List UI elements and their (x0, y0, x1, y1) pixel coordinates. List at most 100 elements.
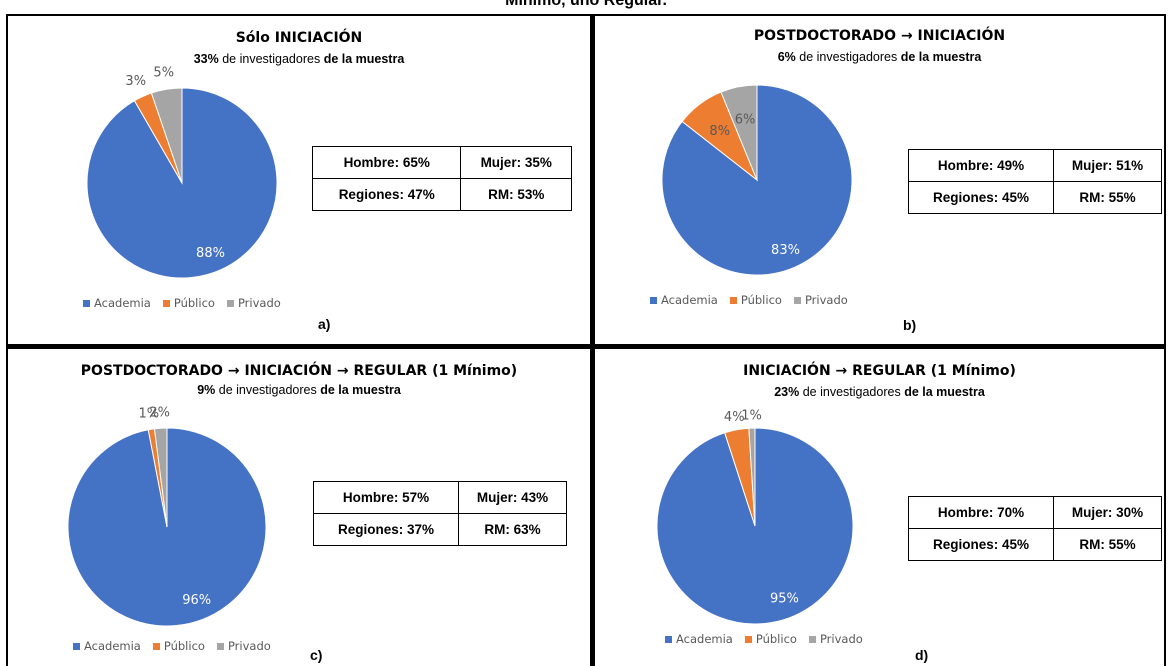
subtitle-emphasis: de la muestra (904, 385, 985, 399)
panel-d: INICIACIÓN → REGULAR (1 Mínimo) 23% de i… (595, 349, 1164, 666)
slice-label-publico: 4% (724, 410, 745, 425)
panel-b: POSTDOCTORADO → INICIACIÓN 6% de investi… (595, 16, 1164, 344)
pie-slice-privado (150, 87, 183, 184)
panel-letter: d) (915, 647, 929, 663)
legend-label: Academia (661, 293, 718, 307)
stat-rm: RM: 53% (460, 178, 572, 211)
slice-label-publico: 8% (709, 124, 730, 139)
legend-label: Academia (94, 296, 151, 310)
legend-item-academia: Academia (665, 632, 733, 646)
grid-divider-vertical (590, 14, 595, 666)
legend-swatch (665, 635, 672, 643)
legend-item-privado: Privado (216, 639, 271, 653)
legend-label: Público (755, 632, 797, 646)
stat-mujer: Mujer: 51% (1052, 149, 1163, 182)
subtitle-percentage: 9% (197, 383, 216, 397)
panel-letter: a) (318, 316, 331, 332)
legend-item-publico: Público (729, 293, 782, 307)
legend-swatch (162, 299, 170, 307)
legend-swatch (73, 642, 80, 650)
chart-legend: Academia Público Privado (650, 293, 848, 307)
pie-chart: 96% 1%2% (67, 405, 267, 627)
panel-subtitle: 6% de investigadores de la muestra (595, 50, 1164, 64)
legend-item-publico: Público (152, 639, 205, 653)
figure-title: Mínimo, uno Regular. (505, 0, 667, 9)
panel-title: INICIACIÓN → REGULAR (1 Mínimo) (743, 363, 1016, 379)
stat-hombre: Hombre: 57% (313, 481, 459, 514)
slice-label-academia: 83% (771, 243, 800, 258)
slice-label-privado: 1% (741, 408, 762, 423)
slice-label-publico: 1% (139, 407, 160, 422)
stat-regiones: Regiones: 45% (908, 181, 1054, 214)
subtitle-percentage: 6% (777, 50, 796, 64)
legend-swatch (650, 296, 657, 304)
panel-letter: b) (903, 317, 917, 333)
stat-mujer: Mujer: 35% (460, 146, 572, 179)
legend-item-academia: Academia (650, 293, 718, 307)
legend-item-privado: Privado (226, 296, 281, 310)
legend-label: Público (740, 293, 782, 307)
stat-hombre: Hombre: 65% (311, 146, 462, 179)
legend-swatch (744, 635, 752, 643)
slice-label-academia: 95% (770, 591, 799, 606)
panel-a: Sólo INICIACIÓN 33% de investigadores de… (8, 16, 590, 344)
legend-item-privado: Privado (793, 293, 848, 307)
panel-subtitle: 23% de investigadores de la muestra (595, 385, 1164, 399)
legend-label: Privado (237, 296, 281, 310)
subtitle-text: de investigadores (218, 52, 324, 66)
slice-label-privado: 5% (153, 65, 174, 80)
slice-label-publico: 3% (125, 74, 146, 89)
legend-swatch (793, 296, 801, 304)
stat-rm: RM: 55% (1052, 528, 1163, 561)
panel-letter: c) (310, 647, 323, 663)
legend-label: Academia (676, 632, 733, 646)
grid-divider-horizontal (6, 344, 1166, 349)
subtitle-emphasis: de la muestra (323, 52, 405, 66)
chart-legend: Academia Público Privado (665, 632, 863, 646)
legend-item-publico: Público (162, 296, 215, 310)
demographics-table: Hombre: 49% Mujer: 51% Regiones: 45% RM: 5… (908, 149, 1163, 214)
panel-title: POSTDOCTORADO → INICIACIÓN → REGULAR (1 … (80, 363, 518, 379)
legend-swatch (83, 299, 90, 307)
stat-regiones: Regiones: 37% (313, 513, 459, 546)
legend-label: Privado (227, 639, 271, 653)
pie-slice-privado (748, 427, 756, 527)
slice-label-academia: 96% (182, 593, 211, 608)
legend-item-academia: Academia (83, 296, 151, 310)
legend-swatch (729, 296, 737, 304)
subtitle-percentage: 23% (774, 385, 800, 399)
stat-regiones: Regiones: 47% (311, 178, 462, 211)
pie-chart: 95% 4%1% (656, 408, 854, 625)
legend-swatch (808, 635, 816, 643)
legend-swatch (226, 299, 234, 307)
pie-chart: 88% 3% 5% (86, 65, 278, 279)
legend-item-publico: Público (744, 632, 797, 646)
stat-mujer: Mujer: 30% (1052, 496, 1163, 529)
subtitle-text: de investigadores (795, 50, 901, 64)
stat-regiones: Regiones: 45% (908, 528, 1054, 561)
pie-slice-privado (153, 427, 168, 528)
stat-hombre: Hombre: 70% (908, 496, 1054, 529)
legend-swatch (216, 642, 224, 650)
legend-label: Academia (84, 639, 141, 653)
subtitle-text: de investigadores (215, 383, 321, 397)
legend-swatch (152, 642, 160, 650)
panel-subtitle: 33% de investigadores de la muestra (8, 52, 590, 66)
pie-chart: 83% 8% 6% (661, 84, 853, 276)
legend-label: Privado (819, 632, 863, 646)
frame-top-border (6, 14, 1166, 16)
subtitle-emphasis: de la muestra (900, 50, 982, 64)
subtitle-percentage: 33% (193, 52, 219, 66)
subtitle-text: de investigadores (799, 385, 905, 399)
stat-hombre: Hombre: 49% (908, 149, 1054, 182)
subtitle-emphasis: de la muestra (320, 383, 401, 397)
slice-label-privado: 2% (149, 405, 170, 420)
legend-label: Privado (804, 293, 848, 307)
demographics-table: Hombre: 57% Mujer: 43% Regiones: 37% RM: 6… (313, 481, 568, 546)
legend-item-academia: Academia (73, 639, 141, 653)
panel-c: POSTDOCTORADO → INICIACIÓN → REGULAR (1 … (8, 349, 590, 666)
frame-right-border (1164, 14, 1166, 666)
chart-legend: Academia Público Privado (83, 296, 281, 310)
panel-title: Sólo INICIACIÓN (235, 30, 363, 46)
slice-label-privado: 6% (735, 112, 756, 127)
